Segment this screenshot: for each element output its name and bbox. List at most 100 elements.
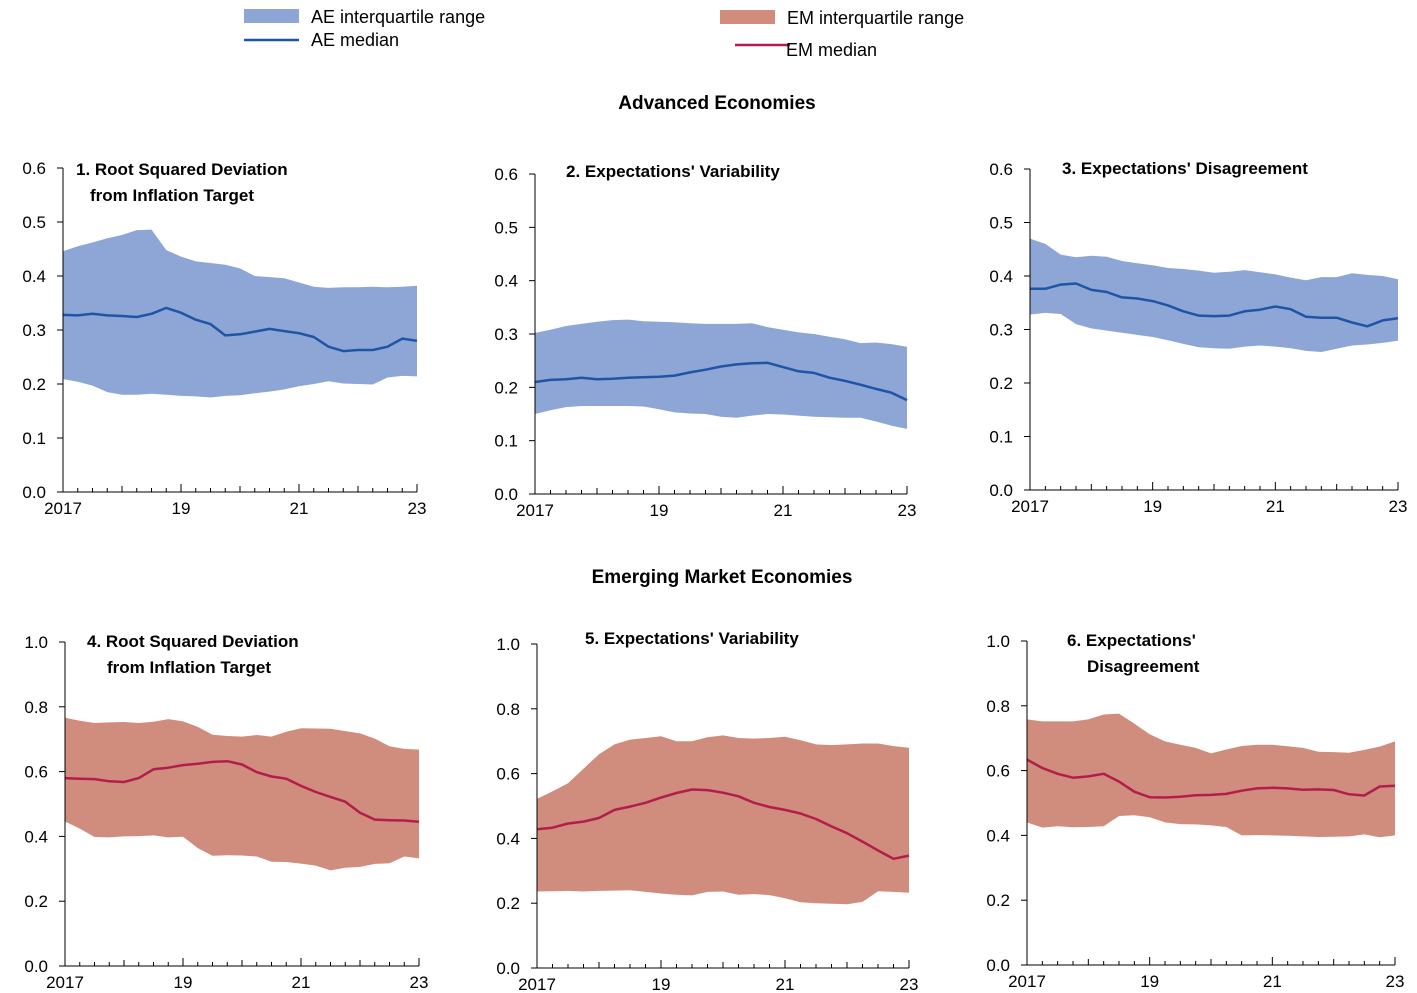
y-tick-label: 0.2 <box>24 892 48 911</box>
median-line <box>62 306 418 353</box>
iqr-band <box>535 319 907 429</box>
x-tick-label: 23 <box>408 499 427 518</box>
x-tick-label: 2017 <box>516 501 554 520</box>
legend-ae-median-label: AE median <box>311 30 399 50</box>
median-line <box>536 788 910 861</box>
x-tick-label: 19 <box>650 501 669 520</box>
y-tick-label: 0.5 <box>22 213 46 232</box>
section-title-emerging: Emerging Market Economies <box>592 567 853 588</box>
y-tick-label: 1.0 <box>496 635 520 654</box>
y-tick-label: 0.3 <box>494 325 518 344</box>
y-tick-label: 0.5 <box>494 218 518 237</box>
y-tick-label: 0.8 <box>24 698 48 717</box>
y-tick-label: 0.0 <box>494 485 518 504</box>
x-tick-label: 21 <box>774 501 793 520</box>
y-tick-label: 0.0 <box>22 483 46 502</box>
median-line <box>1026 758 1396 799</box>
y-tick-label: 0.1 <box>494 432 518 451</box>
y-tick-label: 0.4 <box>496 829 520 848</box>
panel-title: from Inflation Target <box>107 658 271 677</box>
y-tick-label: 0.0 <box>496 959 520 978</box>
y-tick-label: 0.3 <box>989 321 1013 340</box>
iqr-band <box>63 229 417 398</box>
x-tick-label: 2017 <box>44 499 82 518</box>
legend-ae-iqr-swatch <box>244 9 299 23</box>
legend: AE interquartile range AE median EM inte… <box>244 7 964 60</box>
y-tick-label: 1.0 <box>986 632 1010 651</box>
y-tick-label: 1.0 <box>24 633 48 652</box>
y-tick-label: 0.6 <box>24 763 48 782</box>
x-tick-label: 21 <box>1263 972 1282 991</box>
y-tick-label: 0.8 <box>496 700 520 719</box>
x-tick-label: 19 <box>172 499 191 518</box>
y-tick-label: 0.6 <box>989 160 1013 179</box>
iqr-band <box>537 735 909 905</box>
x-tick-label: 23 <box>410 973 429 992</box>
x-tick-label: 23 <box>900 975 919 993</box>
iqr-band <box>65 717 419 871</box>
y-tick-label: 0.6 <box>986 762 1010 781</box>
panel-title: 3. Expectations' Disagreement <box>1062 159 1308 178</box>
y-tick-label: 0.3 <box>22 321 46 340</box>
y-tick-label: 0.2 <box>986 891 1010 910</box>
y-tick-label: 0.4 <box>22 267 46 286</box>
chart-panel-4: 0.0 0.2 0.4 0.6 0.8 1.0 2017 19 21 23 4. Root Squa… <box>24 632 428 992</box>
chart-panel-3: 0.0 0.1 0.2 0.3 0.4 0.5 0.6 2017 19 21 23 3. Expect… <box>989 159 1407 516</box>
y-tick-label: 0.4 <box>494 272 518 291</box>
median-line <box>64 759 420 824</box>
chart-panel-5: 0.0 0.2 0.4 0.6 0.8 1.0 2017 19 21 23 5. Expectati… <box>496 629 918 993</box>
x-tick-label: 19 <box>652 975 671 993</box>
panel-title: 4. Root Squared Deviation <box>87 632 299 651</box>
y-tick-label: 0.6 <box>496 765 520 784</box>
x-tick-label: 23 <box>1389 497 1408 516</box>
x-tick-label: 21 <box>290 499 309 518</box>
y-tick-label: 0.2 <box>989 374 1013 393</box>
x-tick-label: 2017 <box>1011 497 1049 516</box>
y-tick-label: 0.4 <box>986 826 1010 845</box>
section-title-advanced: Advanced Economies <box>618 93 815 114</box>
x-tick-label: 2017 <box>518 975 556 993</box>
x-tick-label: 23 <box>1386 972 1405 991</box>
x-tick-label: 2017 <box>1008 972 1046 991</box>
x-tick-label: 19 <box>174 973 193 992</box>
y-tick-label: 0.1 <box>22 429 46 448</box>
x-tick-label: 23 <box>898 501 917 520</box>
chart-panel-6: 0.0 0.2 0.4 0.6 0.8 1.0 2017 19 21 23 6. Expectati… <box>986 631 1404 991</box>
legend-em-median-label: EM median <box>786 40 877 60</box>
y-tick-label: 0.4 <box>989 267 1013 286</box>
chart-panel-1: 0.0 0.1 0.2 0.3 0.4 0.5 0.6 2017 19 21 23 1. Root S… <box>22 159 426 518</box>
legend-em-iqr-swatch <box>720 10 775 24</box>
median-line <box>1030 282 1399 328</box>
y-tick-label: 0.1 <box>989 428 1013 447</box>
chart-panels: 0.0 0.1 0.2 0.3 0.4 0.5 0.6 2017 19 21 23 1. Root S… <box>22 159 1407 993</box>
y-tick-label: 0.6 <box>22 159 46 178</box>
panel-title: 1. Root Squared Deviation <box>76 160 288 179</box>
y-tick-label: 0.6 <box>494 165 518 184</box>
y-tick-label: 0.0 <box>24 957 48 976</box>
iqr-band <box>1030 238 1398 352</box>
panel-title: from Inflation Target <box>90 186 254 205</box>
panel-title: 2. Expectations' Variability <box>566 162 780 181</box>
iqr-band <box>1027 713 1395 838</box>
y-tick-label: 0.0 <box>989 481 1013 500</box>
panel-title: 5. Expectations' Variability <box>585 629 799 648</box>
x-tick-label: 21 <box>776 975 795 993</box>
median-line <box>534 361 908 402</box>
y-tick-label: 0.2 <box>494 378 518 397</box>
x-tick-label: 21 <box>1266 497 1285 516</box>
x-tick-label: 21 <box>292 973 311 992</box>
x-tick-label: 19 <box>1143 497 1162 516</box>
chart-panel-2: 0.0 0.1 0.2 0.3 0.4 0.5 0.6 2017 19 21 23 2. Expect… <box>494 162 916 520</box>
panel-title: 6. Expectations' <box>1067 631 1196 650</box>
x-tick-label: 19 <box>1140 972 1159 991</box>
legend-em-iqr-label: EM interquartile range <box>787 8 964 28</box>
y-tick-label: 0.4 <box>24 827 48 846</box>
y-tick-label: 0.0 <box>986 956 1010 975</box>
y-tick-label: 0.2 <box>22 375 46 394</box>
x-tick-label: 2017 <box>46 973 84 992</box>
y-tick-label: 0.5 <box>989 214 1013 233</box>
legend-ae-iqr-label: AE interquartile range <box>311 7 485 27</box>
y-tick-label: 0.2 <box>496 894 520 913</box>
y-tick-label: 0.8 <box>986 697 1010 716</box>
